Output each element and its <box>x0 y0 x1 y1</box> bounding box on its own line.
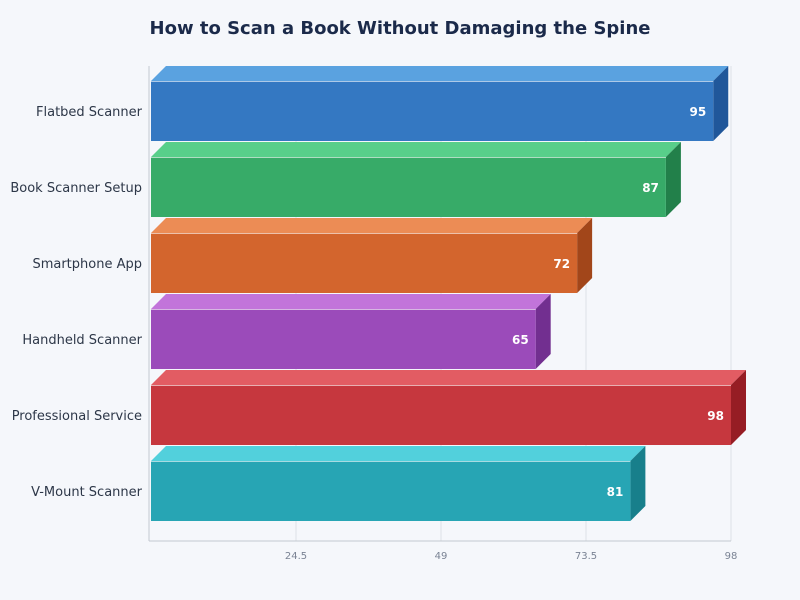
bar-top-face <box>151 142 681 157</box>
x-tick-label: 98 <box>725 551 738 562</box>
bar-top-face <box>151 218 593 233</box>
bar-side-face <box>731 370 746 445</box>
bar-top-face <box>151 66 729 81</box>
bar-top-face <box>151 446 646 461</box>
data-label: 72 <box>553 257 570 271</box>
bar-side-face <box>535 294 551 369</box>
x-tick-label: 49 <box>435 551 448 562</box>
bar-side-face <box>665 142 681 217</box>
bar-side-face <box>713 66 729 141</box>
bar <box>151 233 578 293</box>
bar-top-face <box>151 294 551 309</box>
y-category-label: Flatbed Scanner <box>36 105 143 120</box>
bar <box>151 309 536 369</box>
x-tick-label: 24.5 <box>285 551 307 562</box>
data-label: 87 <box>642 181 659 195</box>
data-label: 98 <box>707 409 724 423</box>
bar-top-face <box>151 370 746 385</box>
bar <box>151 81 714 141</box>
y-category-label: Handheld Scanner <box>22 333 142 348</box>
x-tick-label: 73.5 <box>575 551 597 562</box>
bar-side-face <box>630 446 646 521</box>
bar <box>151 157 666 217</box>
y-category-label: Book Scanner Setup <box>10 181 142 196</box>
bar <box>151 385 731 445</box>
bar <box>151 461 631 521</box>
y-category-label: Professional Service <box>12 409 142 424</box>
y-category-label: V-Mount Scanner <box>31 485 143 500</box>
y-category-label: Smartphone App <box>32 257 142 272</box>
chart-title: How to Scan a Book Without Damaging the … <box>150 18 651 39</box>
bar-side-face <box>577 218 593 293</box>
data-label: 65 <box>512 333 529 347</box>
data-label: 81 <box>607 485 624 499</box>
data-label: 95 <box>690 105 707 119</box>
